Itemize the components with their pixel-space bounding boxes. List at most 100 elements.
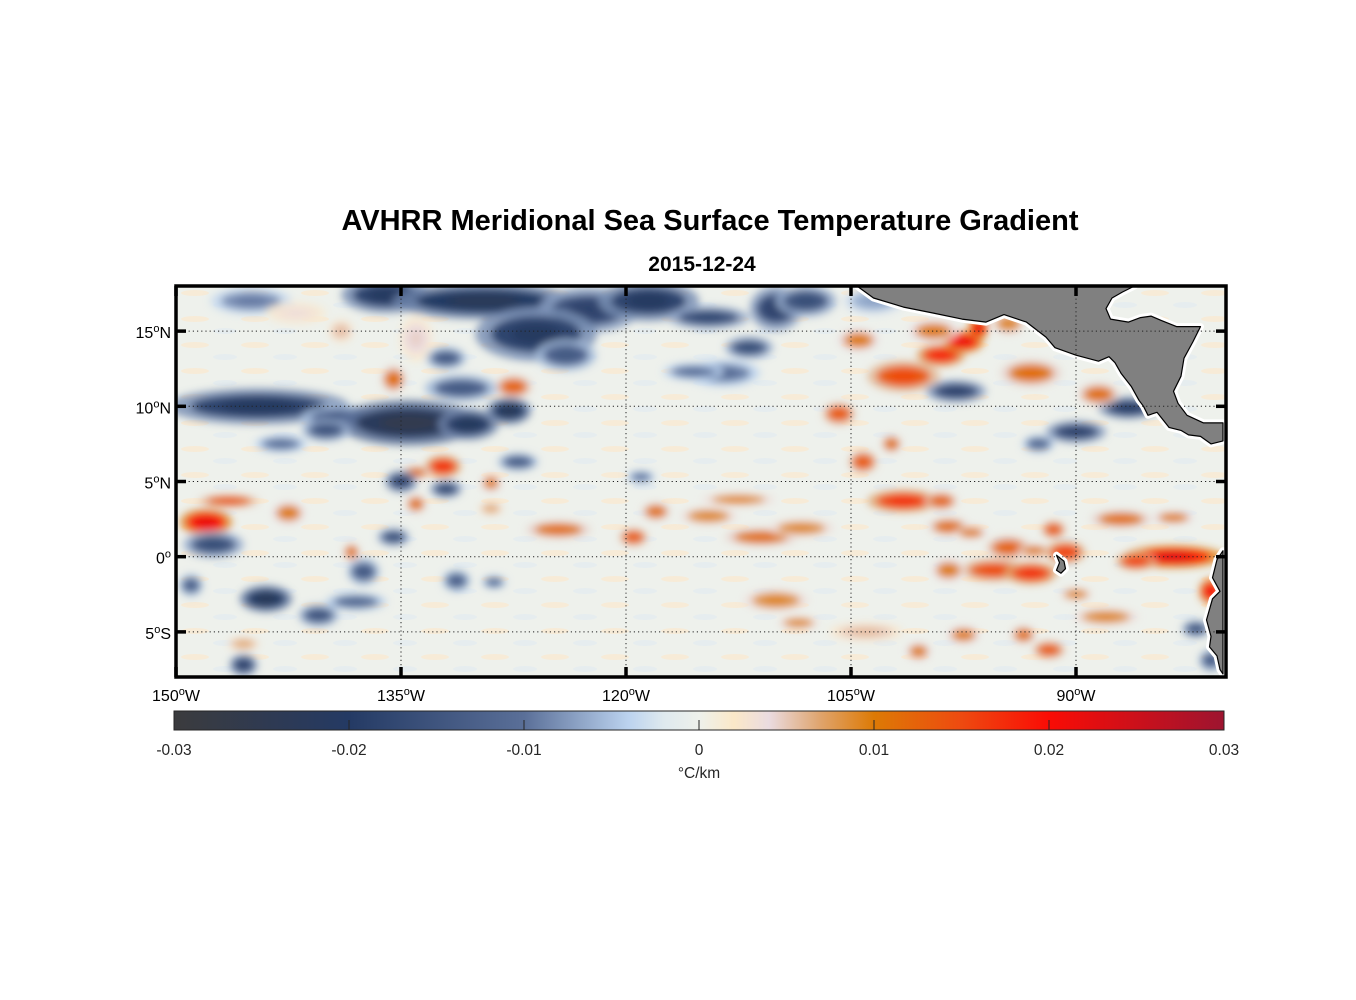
degree-symbol: o	[153, 474, 159, 486]
field-feature	[325, 592, 387, 611]
degree-symbol: o	[153, 398, 159, 410]
field-feature	[229, 653, 258, 677]
lat-label: 5oS	[145, 624, 171, 643]
feature-peak	[1069, 591, 1083, 597]
feature-peak	[999, 543, 1018, 552]
field-feature	[924, 492, 958, 511]
field-feature	[347, 558, 380, 586]
feature-peak	[832, 409, 846, 418]
graticule	[176, 286, 1226, 677]
degree-symbol: o	[165, 549, 171, 561]
field-feature	[384, 470, 418, 493]
feature-peak	[456, 418, 481, 431]
degree-symbol: o	[629, 686, 635, 698]
map-area[interactable]	[167, 277, 1226, 677]
feature-peak	[627, 293, 670, 309]
lat-label-value: 10	[136, 400, 154, 417]
feature-peak	[793, 295, 819, 307]
feature-peak	[1018, 368, 1044, 379]
field-feature	[429, 479, 463, 499]
field-feature	[425, 346, 467, 370]
field-feature	[179, 508, 233, 536]
field-feature	[909, 319, 958, 343]
degree-symbol: o	[179, 686, 185, 698]
feature-peak	[762, 596, 790, 605]
feature-peak	[1057, 548, 1074, 557]
field-feature	[480, 473, 502, 493]
field-feature	[438, 408, 499, 441]
feature-peak	[348, 548, 355, 556]
feature-peak	[343, 598, 369, 606]
field-feature	[1022, 434, 1055, 453]
feature-peak	[545, 526, 572, 533]
feature-peak	[681, 368, 706, 376]
feature-peak	[1190, 625, 1202, 633]
feature-peak	[283, 308, 309, 318]
feature-peak	[201, 539, 226, 550]
field-feature	[619, 528, 648, 547]
lat-label: 0o	[156, 549, 171, 568]
field-feature	[641, 502, 671, 521]
field-feature	[442, 569, 471, 593]
feature-peak	[388, 374, 399, 385]
field-feature	[680, 507, 737, 526]
field-feature	[822, 402, 856, 426]
feature-peak	[739, 343, 759, 352]
feature-peak	[310, 611, 327, 620]
feature-peak	[386, 533, 401, 541]
field-feature	[495, 375, 532, 399]
sst-gradient-field	[176, 286, 1225, 677]
degree-symbol: o	[153, 323, 159, 335]
feature-peak	[1018, 631, 1029, 639]
feature-peak	[255, 593, 277, 604]
lon-label-suffix: W	[1080, 688, 1096, 705]
lon-label: 135oW	[377, 686, 426, 705]
feature-peak	[974, 323, 983, 333]
field-feature	[838, 328, 879, 352]
feature-peak	[1206, 656, 1216, 665]
feature-peak	[1020, 569, 1042, 578]
colorbar-tick-label: 0	[695, 742, 704, 759]
figure-subtitle: 2015-12-24	[648, 253, 756, 276]
field-feature	[925, 379, 987, 403]
field-feature	[778, 616, 819, 630]
feature-peak	[270, 440, 292, 448]
feature-peak	[553, 349, 579, 361]
feature-peak	[1031, 440, 1046, 448]
feature-peak	[356, 566, 371, 577]
field-feature	[947, 625, 980, 644]
field-feature	[183, 531, 244, 559]
lat-label-value: 15	[136, 325, 154, 342]
colorbar-tick-label: 0.01	[859, 742, 889, 759]
degree-symbol: o	[854, 686, 860, 698]
feature-peak	[913, 648, 924, 655]
feature-peak	[437, 354, 455, 363]
feature-peak	[941, 566, 956, 575]
feature-peak	[940, 523, 957, 530]
field-feature	[1073, 607, 1139, 626]
feature-peak	[887, 440, 896, 448]
field-feature	[724, 336, 774, 359]
feature-peak	[489, 579, 499, 585]
feature-peak	[446, 294, 521, 308]
lon-label-value: 135	[377, 688, 404, 705]
field-feature	[867, 360, 940, 393]
land-masses	[853, 286, 1226, 677]
field-feature	[377, 528, 410, 547]
field-feature	[867, 489, 940, 513]
field-feature	[1045, 420, 1107, 444]
land-south-america	[1205, 550, 1224, 675]
field-feature	[535, 339, 597, 371]
field-feature	[626, 470, 656, 484]
feature-peak	[943, 387, 969, 396]
field-feature	[1059, 587, 1093, 602]
lat-label-value: 0	[156, 551, 165, 568]
feature-peak	[1048, 526, 1059, 533]
field-feature	[424, 374, 498, 402]
feature-peak	[509, 458, 527, 466]
land-galapagos	[1055, 554, 1067, 574]
field-feature	[881, 434, 902, 453]
colorbar-units: °C/km	[678, 765, 720, 782]
